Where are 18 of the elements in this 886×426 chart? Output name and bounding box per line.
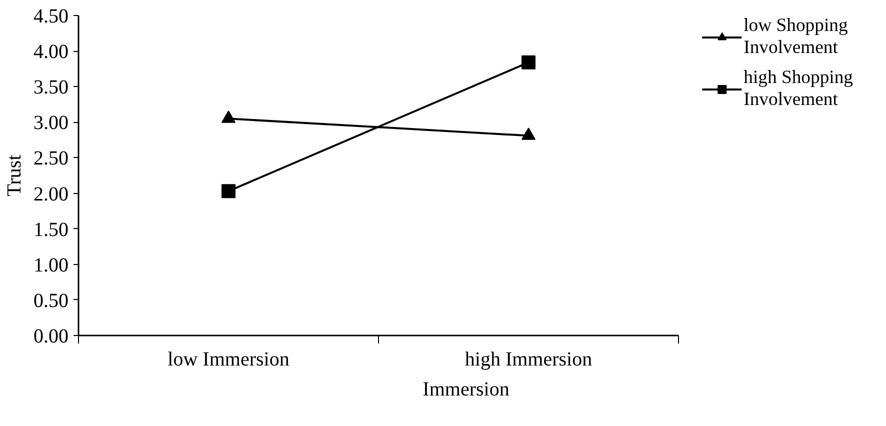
y-tick-label: 0.00: [34, 326, 68, 348]
legend-label: high Shopping Involvement: [744, 67, 853, 111]
y-tick-label: 0.50: [34, 290, 68, 312]
legend-label: low Shopping Involvement: [744, 15, 848, 59]
x-axis-title: Immersion: [422, 378, 510, 400]
y-tick-label: 4.50: [34, 6, 68, 28]
y-tick-label: 3.50: [34, 76, 68, 99]
y-tick-label: 2.00: [34, 183, 68, 206]
y-tick-label: 1.00: [34, 254, 68, 276]
x-tick-label: high Immersion: [464, 348, 592, 370]
x-tick-label: low Immersion: [168, 348, 290, 370]
y-tick-label: 3.00: [34, 112, 68, 134]
point: [222, 184, 236, 198]
y-tick-label: 2.50: [34, 148, 68, 170]
y-tick-label: 1.50: [34, 218, 68, 241]
point: [522, 55, 536, 70]
y-tick-label: 4.00: [34, 41, 68, 64]
y-axis-title: Trust: [4, 154, 26, 196]
